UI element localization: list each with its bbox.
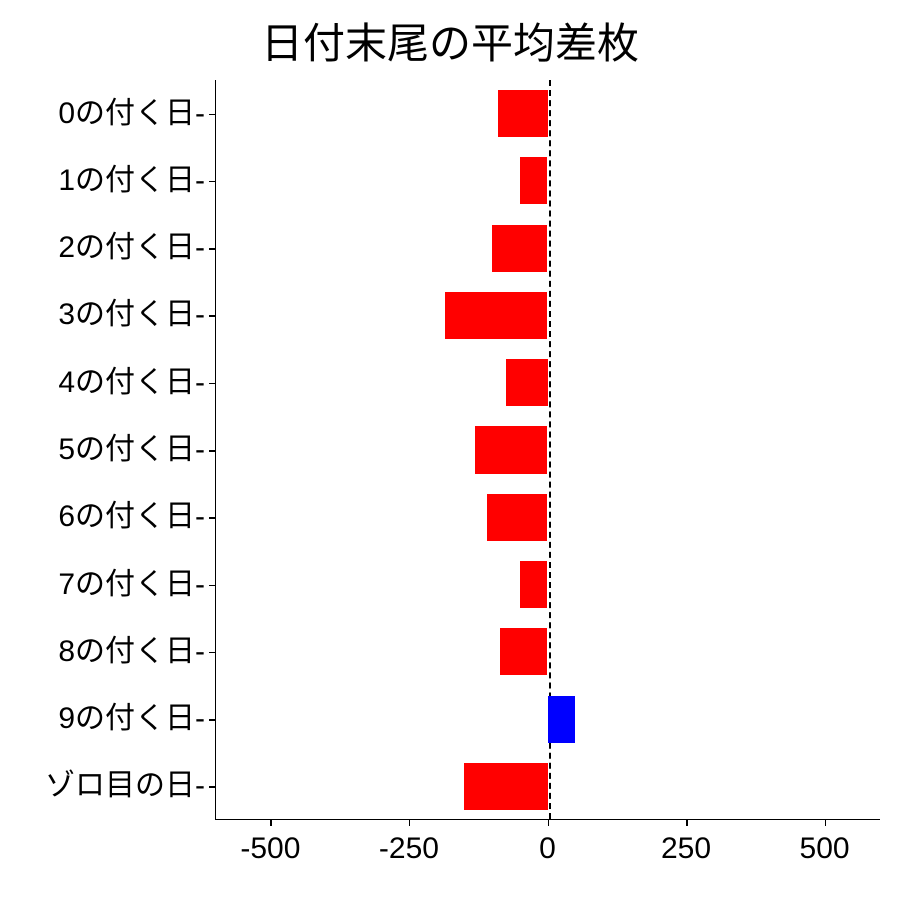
y-axis-label: ゾロ目の日-: [5, 763, 205, 809]
bar-chart: 日付末尾の平均差枚 0の付く日- 1の付く日- 2の付く日- 3の付く日- 4の付く日-…: [0, 0, 900, 900]
x-axis-label: 0: [508, 832, 588, 866]
x-axis-label: 250: [646, 832, 726, 866]
x-axis-label: -250: [369, 832, 449, 866]
bar: [520, 561, 548, 608]
bar: [475, 426, 547, 473]
y-tick: [209, 248, 215, 250]
bar: [464, 763, 547, 810]
y-axis-label: 3の付く日-: [5, 292, 205, 338]
y-tick: [209, 181, 215, 183]
chart-title: 日付末尾の平均差枚: [0, 10, 900, 71]
x-tick: [548, 820, 550, 826]
x-axis-label: 500: [785, 832, 865, 866]
bar: [498, 90, 548, 137]
x-tick: [686, 820, 688, 826]
y-axis-label: 5の付く日-: [5, 427, 205, 473]
x-tick: [270, 820, 272, 826]
bar: [445, 292, 548, 339]
y-tick: [209, 652, 215, 654]
bar: [548, 696, 576, 743]
y-tick: [209, 315, 215, 317]
y-tick: [209, 450, 215, 452]
bar: [506, 359, 548, 406]
y-axis-label: 9の付く日-: [5, 696, 205, 742]
y-axis-label: 6の付く日-: [5, 494, 205, 540]
y-axis-label: 0の付く日-: [5, 91, 205, 137]
y-tick: [209, 786, 215, 788]
x-tick: [825, 820, 827, 826]
y-axis-label: 8の付く日-: [5, 629, 205, 675]
bar: [492, 225, 547, 272]
bar: [487, 494, 548, 541]
y-tick: [209, 719, 215, 721]
x-axis-label: -500: [230, 832, 310, 866]
bar: [500, 628, 547, 675]
y-axis-label: 4の付く日-: [5, 360, 205, 406]
y-tick: [209, 114, 215, 116]
y-tick: [209, 383, 215, 385]
x-tick: [409, 820, 411, 826]
bar: [520, 157, 548, 204]
y-axis-label: 2の付く日-: [5, 225, 205, 271]
y-tick: [209, 517, 215, 519]
y-axis-label: 7の付く日-: [5, 562, 205, 608]
y-axis-label: 1の付く日-: [5, 158, 205, 204]
y-tick: [209, 585, 215, 587]
